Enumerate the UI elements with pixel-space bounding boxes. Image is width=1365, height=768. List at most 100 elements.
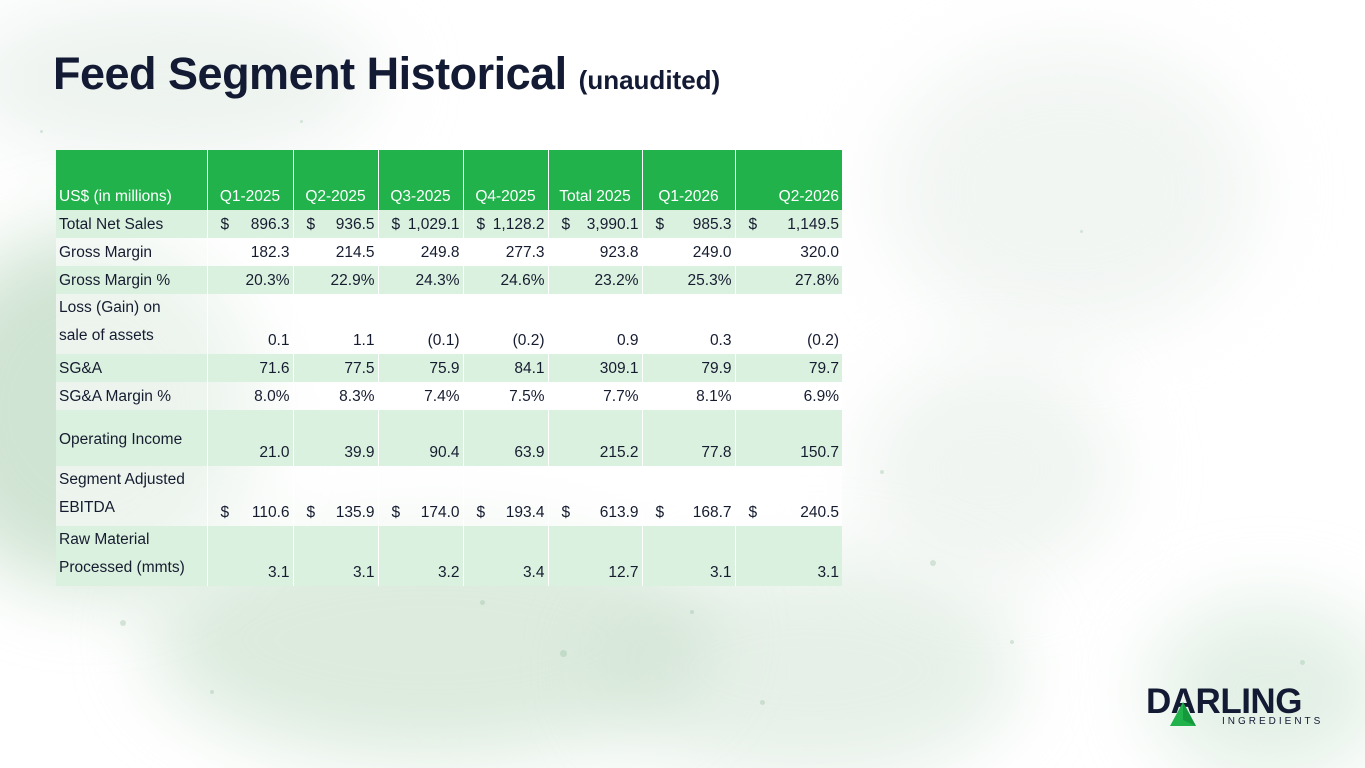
value-cell: $110.6 bbox=[207, 466, 294, 526]
header-cell: Q4-2025 bbox=[463, 150, 549, 210]
value-cell: $1,128.2 bbox=[463, 210, 549, 238]
cell-value: 150.7 bbox=[800, 444, 839, 461]
value-cell: 182.3 bbox=[207, 238, 294, 266]
cell-value: 22.9% bbox=[330, 272, 375, 289]
row-label-text: Operating Income bbox=[59, 431, 183, 448]
cell-value: (0.2) bbox=[807, 332, 839, 349]
currency-symbol: $ bbox=[655, 216, 665, 233]
currency-symbol: $ bbox=[748, 504, 758, 521]
cell-value: 24.3% bbox=[415, 272, 460, 289]
value-cell: 923.8 bbox=[548, 238, 643, 266]
cell-value: 27.8% bbox=[795, 272, 839, 289]
value-cell: 90.4 bbox=[378, 410, 464, 466]
cell-value: 249.0 bbox=[692, 244, 732, 261]
header-cell: Total 2025 bbox=[548, 150, 643, 210]
value-cell: 84.1 bbox=[463, 354, 549, 382]
currency-symbol: $ bbox=[220, 504, 230, 521]
cell-value: 23.2% bbox=[594, 272, 639, 289]
currency-symbol: $ bbox=[476, 504, 486, 521]
cell-value: 0.3 bbox=[709, 332, 732, 349]
table-header-row: US$ (in millions) Q1-2025 Q2-2025 Q3-202… bbox=[56, 150, 842, 210]
value-cell: 7.5% bbox=[463, 382, 549, 410]
cell-value: 75.9 bbox=[429, 360, 460, 377]
currency-symbol: $ bbox=[306, 504, 316, 521]
value-cell: 63.9 bbox=[463, 410, 549, 466]
value-cell: (0.2) bbox=[735, 294, 842, 354]
currency-symbol: $ bbox=[561, 216, 571, 233]
value-cell: 215.2 bbox=[548, 410, 643, 466]
value-cell: $193.4 bbox=[463, 466, 549, 526]
cell-value: 193.4 bbox=[505, 504, 545, 521]
table-row: Segment Adjusted EBITDA $110.6 $135.9 $174.0… bbox=[56, 466, 842, 526]
currency-symbol: $ bbox=[306, 216, 316, 233]
cell-value: 309.1 bbox=[599, 360, 639, 377]
cell-value: 8.0% bbox=[254, 388, 290, 405]
value-cell: $3,990.1 bbox=[548, 210, 643, 238]
cell-value: 7.5% bbox=[509, 388, 545, 405]
value-cell: $1,149.5 bbox=[735, 210, 842, 238]
cell-value: 7.7% bbox=[603, 388, 639, 405]
cell-value: 7.4% bbox=[424, 388, 460, 405]
currency-symbol: $ bbox=[655, 504, 665, 521]
currency-symbol: $ bbox=[561, 504, 571, 521]
row-label-text: SG&A bbox=[59, 360, 103, 377]
row-label-text: SG&A Margin % bbox=[59, 388, 171, 405]
cell-value: 923.8 bbox=[599, 244, 639, 261]
cell-value: 0.9 bbox=[616, 332, 639, 349]
row-label: SG&A bbox=[56, 354, 208, 382]
cell-value: 174.0 bbox=[420, 504, 460, 521]
value-cell: 214.5 bbox=[293, 238, 379, 266]
cell-value: 3.1 bbox=[709, 564, 732, 581]
cell-value: 277.3 bbox=[505, 244, 545, 261]
cell-value: (0.1) bbox=[427, 332, 460, 349]
cell-value: 182.3 bbox=[250, 244, 290, 261]
table-row: SG&A 71.6 77.5 75.9 84.1 309.1 79.9 79.7 bbox=[56, 354, 842, 382]
triangle-mark-icon bbox=[1170, 702, 1196, 726]
value-cell: (0.1) bbox=[378, 294, 464, 354]
cell-value: 90.4 bbox=[429, 444, 460, 461]
value-cell: 75.9 bbox=[378, 354, 464, 382]
value-cell: 77.8 bbox=[642, 410, 736, 466]
value-cell: 79.7 bbox=[735, 354, 842, 382]
cell-value: 168.7 bbox=[692, 504, 732, 521]
currency-symbol: $ bbox=[391, 216, 401, 233]
page-title: Feed Segment Historical (unaudited) bbox=[53, 48, 720, 100]
cell-value: 84.1 bbox=[514, 360, 545, 377]
cell-value: 77.5 bbox=[344, 360, 375, 377]
value-cell: $936.5 bbox=[293, 210, 379, 238]
row-label: Loss (Gain) on sale of assets bbox=[56, 294, 208, 354]
row-label-text: Total Net Sales bbox=[59, 216, 164, 233]
currency-symbol: $ bbox=[220, 216, 230, 233]
value-cell: 309.1 bbox=[548, 354, 643, 382]
value-cell: 3.1 bbox=[207, 526, 294, 586]
cell-value: 21.0 bbox=[259, 444, 290, 461]
cell-value: 39.9 bbox=[344, 444, 375, 461]
value-cell: $985.3 bbox=[642, 210, 736, 238]
row-label: Total Net Sales bbox=[56, 210, 208, 238]
cell-value: 110.6 bbox=[251, 504, 290, 521]
header-cell: Q3-2025 bbox=[378, 150, 464, 210]
cell-value: 79.7 bbox=[808, 360, 839, 377]
cell-value: 3.2 bbox=[437, 564, 460, 581]
value-cell: 3.1 bbox=[642, 526, 736, 586]
value-cell: $174.0 bbox=[378, 466, 464, 526]
value-cell: 20.3% bbox=[207, 266, 294, 294]
cell-value: (0.2) bbox=[512, 332, 545, 349]
header-cell: Q1-2026 bbox=[642, 150, 736, 210]
value-cell: 3.2 bbox=[378, 526, 464, 586]
cell-value: 77.8 bbox=[701, 444, 732, 461]
table-row: Operating Income 21.0 39.9 90.4 63.9 215.2 77.… bbox=[56, 410, 842, 466]
header-cell: Q1-2025 bbox=[207, 150, 294, 210]
value-cell: 12.7 bbox=[548, 526, 643, 586]
value-cell: 21.0 bbox=[207, 410, 294, 466]
header-cell: Q2-2026 bbox=[735, 150, 842, 210]
row-label-line: Processed (mmts) bbox=[59, 559, 185, 576]
value-cell: 0.3 bbox=[642, 294, 736, 354]
value-cell: 1.1 bbox=[293, 294, 379, 354]
cell-value: 0.1 bbox=[267, 332, 290, 349]
value-cell: 71.6 bbox=[207, 354, 294, 382]
value-cell: 22.9% bbox=[293, 266, 379, 294]
row-label: Segment Adjusted EBITDA bbox=[56, 466, 208, 526]
cell-value: 3.4 bbox=[522, 564, 545, 581]
value-cell: 24.3% bbox=[378, 266, 464, 294]
